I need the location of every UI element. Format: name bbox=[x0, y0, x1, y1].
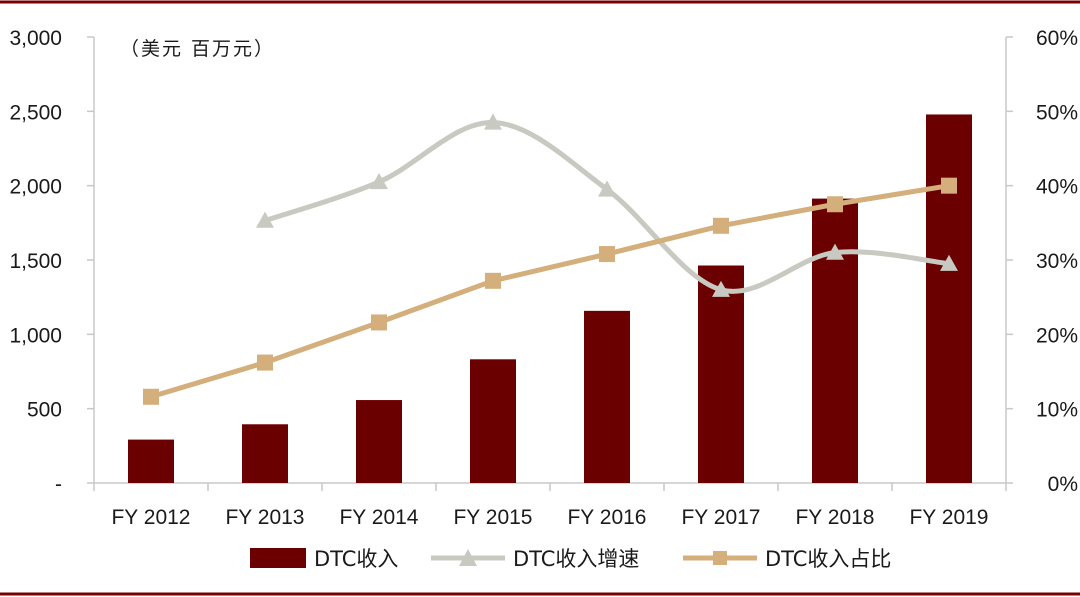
x-axis-ticks: FY 2012 FY 2013 FY 2014 FY 2015 FY 2016 FY 20… bbox=[111, 506, 988, 529]
legend-label-dtc-revenue: DTC收入 bbox=[314, 547, 398, 571]
x-tick-label: FY 2013 bbox=[225, 506, 304, 529]
growth-marker-fy-2014 bbox=[370, 172, 388, 190]
share-line-path bbox=[150, 183, 950, 400]
bar-fy-2015 bbox=[470, 359, 516, 483]
bar-fy-2019 bbox=[926, 114, 972, 484]
bar-fy-2014 bbox=[356, 400, 402, 483]
x-tick-label: FY 2019 bbox=[909, 506, 988, 529]
x-tick-label: FY 2012 bbox=[111, 506, 190, 529]
x-tick-label: FY 2016 bbox=[567, 506, 646, 529]
x-tick-label: FY 2017 bbox=[681, 506, 760, 529]
x-tick-label: FY 2014 bbox=[339, 506, 418, 529]
left-tick-label: 1,000 bbox=[9, 324, 62, 347]
growth-marker-fy-2017 bbox=[712, 280, 730, 297]
left-tick-label: 2,500 bbox=[9, 101, 62, 124]
share-marker-fy-2019 bbox=[941, 177, 957, 194]
legend-swatch-share-marker bbox=[713, 551, 727, 565]
share-marker-fy-2017 bbox=[713, 217, 729, 234]
right-tick-label: 10% bbox=[1036, 399, 1078, 422]
bar-fy-2017 bbox=[698, 265, 744, 483]
bar-fy-2013 bbox=[242, 424, 288, 483]
legend-swatch-bar bbox=[250, 548, 306, 568]
right-tick-label: 50% bbox=[1036, 101, 1078, 124]
share-marker-fy-2012 bbox=[143, 388, 159, 405]
x-tick-label: FY 2018 bbox=[795, 506, 874, 529]
bar-fy-2012 bbox=[128, 439, 174, 483]
left-tick-label: 2,000 bbox=[9, 176, 62, 199]
left-tick-label: 3,000 bbox=[9, 27, 62, 50]
left-tick-label: - bbox=[55, 473, 62, 496]
legend-label-dtc-share: DTC收入占比 bbox=[765, 547, 891, 571]
x-tick-label: FY 2015 bbox=[453, 506, 532, 529]
unit-label: （美元 百万元） bbox=[120, 38, 275, 60]
axes bbox=[87, 36, 1013, 491]
bar-series-dtc-revenue bbox=[128, 114, 972, 484]
right-tick-label: 30% bbox=[1036, 250, 1078, 273]
share-marker-fy-2018 bbox=[827, 196, 843, 213]
right-tick-label: 60% bbox=[1036, 27, 1078, 50]
growth-marker-fy-2015 bbox=[484, 113, 502, 130]
bar-fy-2016 bbox=[584, 310, 630, 483]
share-marker-fy-2014 bbox=[371, 314, 387, 331]
legend: DTC收入 DTC收入增速 DTC收入占比 bbox=[250, 547, 891, 571]
legend-swatch-growth-marker bbox=[459, 549, 477, 566]
line-series-dtc-growth bbox=[256, 113, 958, 297]
share-marker-fy-2016 bbox=[599, 246, 615, 263]
share-marker-fy-2013 bbox=[257, 354, 273, 371]
bar-fy-2018 bbox=[812, 198, 858, 484]
growth-marker-fy-2013 bbox=[256, 211, 274, 228]
legend-label-dtc-growth: DTC收入增速 bbox=[513, 547, 639, 571]
growth-marker-fy-2019 bbox=[940, 254, 958, 271]
right-tick-label: 0% bbox=[1048, 473, 1078, 496]
right-tick-label: 20% bbox=[1036, 324, 1078, 347]
growth-marker-fy-2016 bbox=[598, 180, 616, 197]
right-axis-ticks: 0% 10% 20% 30% 40% 50% 60% bbox=[1036, 27, 1078, 496]
right-tick-label: 40% bbox=[1036, 176, 1078, 199]
left-axis-ticks: - 500 1,000 1,500 2,000 2,500 3,000 bbox=[9, 27, 62, 496]
left-tick-label: 1,500 bbox=[9, 250, 62, 273]
growth-marker-fy-2018 bbox=[826, 243, 844, 260]
share-marker-fy-2015 bbox=[485, 272, 501, 289]
left-tick-label: 500 bbox=[27, 399, 62, 422]
line-series-dtc-share bbox=[143, 177, 957, 405]
